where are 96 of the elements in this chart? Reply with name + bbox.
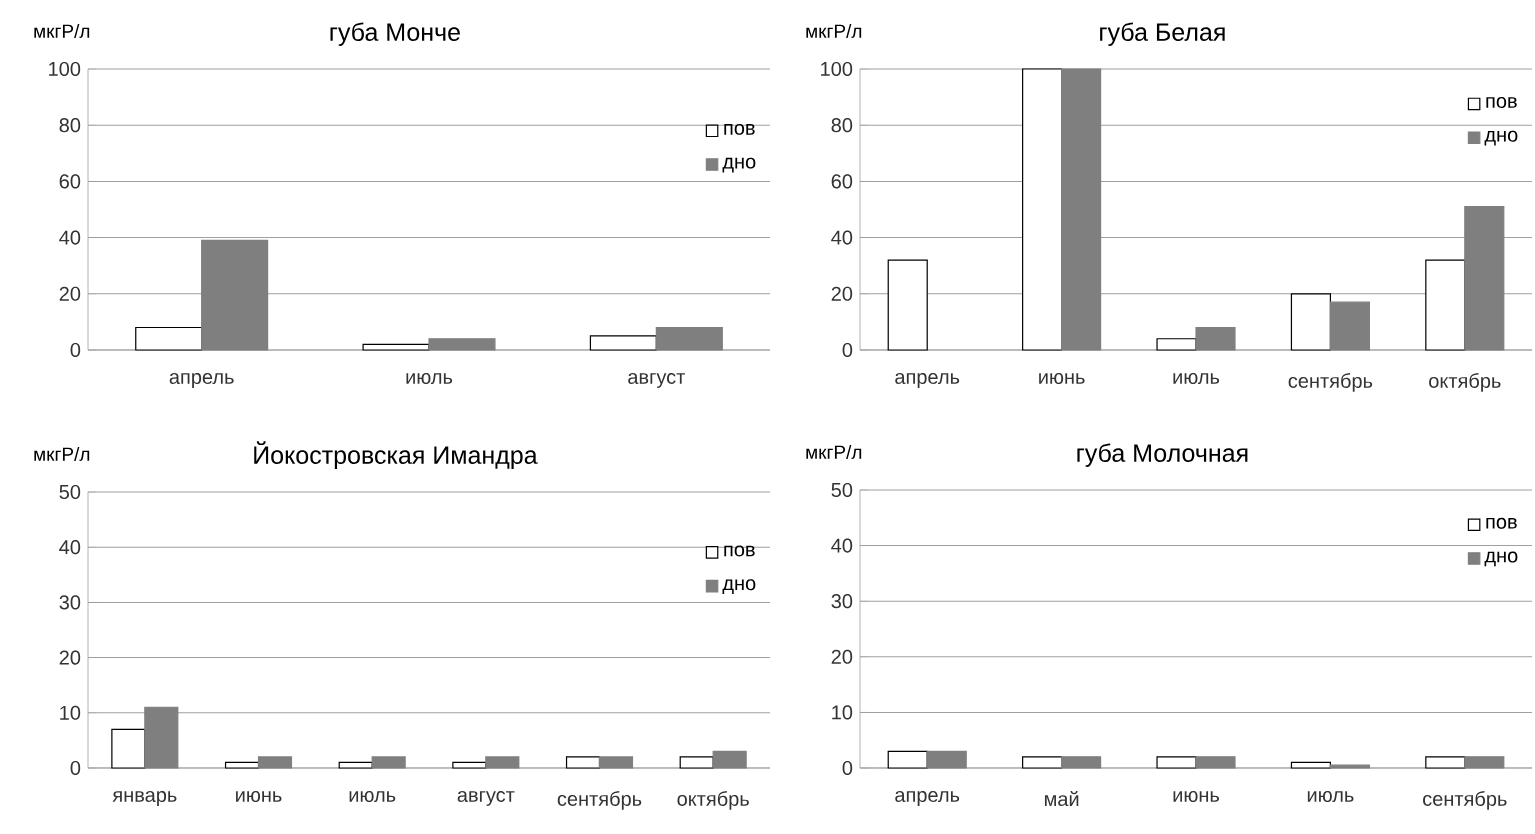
bar xyxy=(1329,301,1370,351)
bar xyxy=(565,756,601,769)
y-tick-label: 30 xyxy=(831,594,853,609)
chart-title: губа Белая xyxy=(1100,22,1225,46)
x-tick-label: сентябрь xyxy=(557,791,642,810)
y-tick-label: 80 xyxy=(831,118,853,133)
bar xyxy=(712,750,747,769)
bar xyxy=(428,338,496,351)
bar xyxy=(224,761,260,769)
x-tick-label: январь xyxy=(112,791,177,806)
y-tick-label: 50 xyxy=(59,484,81,500)
y-tick-label: 0 xyxy=(70,342,81,358)
y-axis-title: мкгР/л xyxy=(806,444,862,459)
bar xyxy=(144,706,179,769)
y-tick-label: 10 xyxy=(60,705,81,720)
y-tick-label: 20 xyxy=(59,650,81,665)
legend-label: дно xyxy=(1484,130,1518,146)
x-tick-label: июнь xyxy=(236,791,282,802)
legend-label: пов xyxy=(1486,517,1517,529)
bar xyxy=(485,756,520,769)
bar xyxy=(1425,756,1466,769)
legend-label: пов xyxy=(724,545,755,557)
bar xyxy=(887,750,928,769)
y-tick-label: 20 xyxy=(831,286,853,301)
y-tick-label: 40 xyxy=(831,538,853,553)
bar xyxy=(589,335,657,351)
x-tick-label: август xyxy=(628,373,685,388)
y-tick-label: 80 xyxy=(59,118,81,133)
y-tick-label: 20 xyxy=(831,649,853,664)
bar xyxy=(655,326,723,351)
x-tick-label: апрель xyxy=(895,373,960,388)
y-tick-label: 50 xyxy=(831,482,853,498)
bar xyxy=(598,756,634,769)
legend-label: дно xyxy=(1484,551,1518,567)
bar xyxy=(338,761,373,769)
bar xyxy=(926,750,967,769)
bar xyxy=(371,756,406,769)
y-tick-label: 0 xyxy=(842,760,853,776)
legend-label: пов xyxy=(1486,97,1517,109)
y-axis-title: мкгР/л xyxy=(806,23,862,38)
y-tick-label: 0 xyxy=(70,760,81,776)
y-tick-label: 100 xyxy=(49,61,81,77)
y-tick-label: 20 xyxy=(59,286,81,301)
bar xyxy=(1156,756,1197,769)
x-tick-label: июнь xyxy=(1173,791,1220,802)
y-tick-label: 60 xyxy=(59,174,81,189)
bar xyxy=(1290,761,1332,769)
y-tick-label: 0 xyxy=(842,342,853,358)
bar xyxy=(257,756,293,769)
x-tick-label: сентябрь xyxy=(1288,373,1373,392)
bar xyxy=(452,761,487,769)
legend-label: пов xyxy=(724,123,755,135)
x-tick-label: июль xyxy=(1307,791,1354,802)
bar xyxy=(1156,338,1197,351)
y-tick-label: 60 xyxy=(831,174,853,189)
legend-label: дно xyxy=(722,157,756,173)
x-tick-label: апрель xyxy=(895,791,960,806)
y-tick-label: 40 xyxy=(59,230,81,245)
bar xyxy=(679,756,714,769)
x-tick-label: апрель xyxy=(169,373,234,388)
y-tick-label: 40 xyxy=(831,230,853,245)
bar xyxy=(201,239,269,351)
bar xyxy=(1061,68,1102,351)
legend-label: дно xyxy=(722,579,756,595)
chart-title: губа Монче xyxy=(330,22,460,46)
x-tick-label: октябрь xyxy=(1429,373,1501,392)
bar xyxy=(1464,756,1505,769)
y-axis-title: мкгР/л xyxy=(34,446,90,461)
chart-title: губа Молочная xyxy=(1077,443,1248,467)
y-tick-label: 30 xyxy=(59,595,81,610)
bar xyxy=(1464,206,1505,351)
bar xyxy=(1022,756,1063,769)
x-tick-label: июль xyxy=(1173,373,1220,384)
bar xyxy=(1290,293,1332,351)
y-tick-label: 100 xyxy=(821,61,853,77)
bar xyxy=(887,259,928,351)
x-tick-label: июль xyxy=(349,791,396,802)
bar xyxy=(135,326,203,351)
y-tick-label: 40 xyxy=(59,540,81,555)
x-tick-label: август xyxy=(457,791,515,806)
bar xyxy=(1022,68,1063,351)
x-tick-label: июнь xyxy=(1039,373,1085,384)
bar xyxy=(1061,756,1102,769)
y-tick-label: 10 xyxy=(832,705,853,720)
y-axis-title: мкгР/л xyxy=(34,23,90,38)
bar xyxy=(1329,764,1370,769)
bar xyxy=(111,728,146,769)
x-tick-label: июль xyxy=(406,373,453,384)
chart-title: Йокостровская Имандра xyxy=(254,441,538,469)
x-tick-label: сентябрь xyxy=(1423,791,1507,810)
bar xyxy=(1195,756,1236,769)
x-tick-label: май xyxy=(1044,791,1079,807)
bar xyxy=(1425,259,1466,351)
x-tick-label: октябрь xyxy=(677,791,749,810)
bar xyxy=(1195,326,1236,351)
bar xyxy=(362,343,430,351)
